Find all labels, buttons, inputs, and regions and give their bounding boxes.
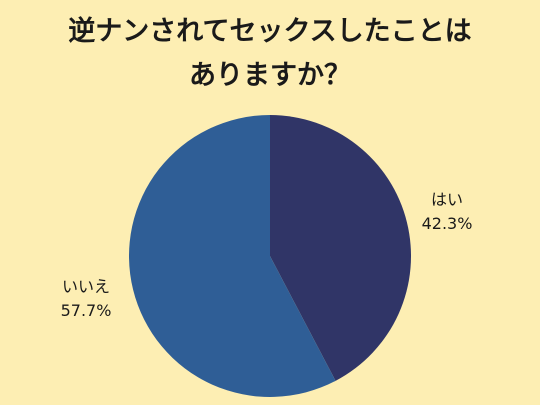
pie-slices [129, 115, 412, 397]
slice-value-no: 57.7% [61, 301, 112, 320]
chart-title-line-2: ありますか？ [189, 60, 351, 91]
pie-labels: はい 42.3% いいえ 57.7% [61, 190, 473, 320]
slice-label-yes: はい [431, 190, 463, 209]
slice-value-yes: 42.3% [422, 214, 473, 233]
pie-slice-yes [270, 115, 412, 381]
slice-label-no: いいえ [62, 277, 110, 296]
chart-title: 逆ナンされてセックスしたことは ありますか？ [0, 10, 540, 98]
pie-slice-no [129, 115, 336, 397]
chart-title-line-1: 逆ナンされてセックスしたことは [68, 16, 472, 47]
